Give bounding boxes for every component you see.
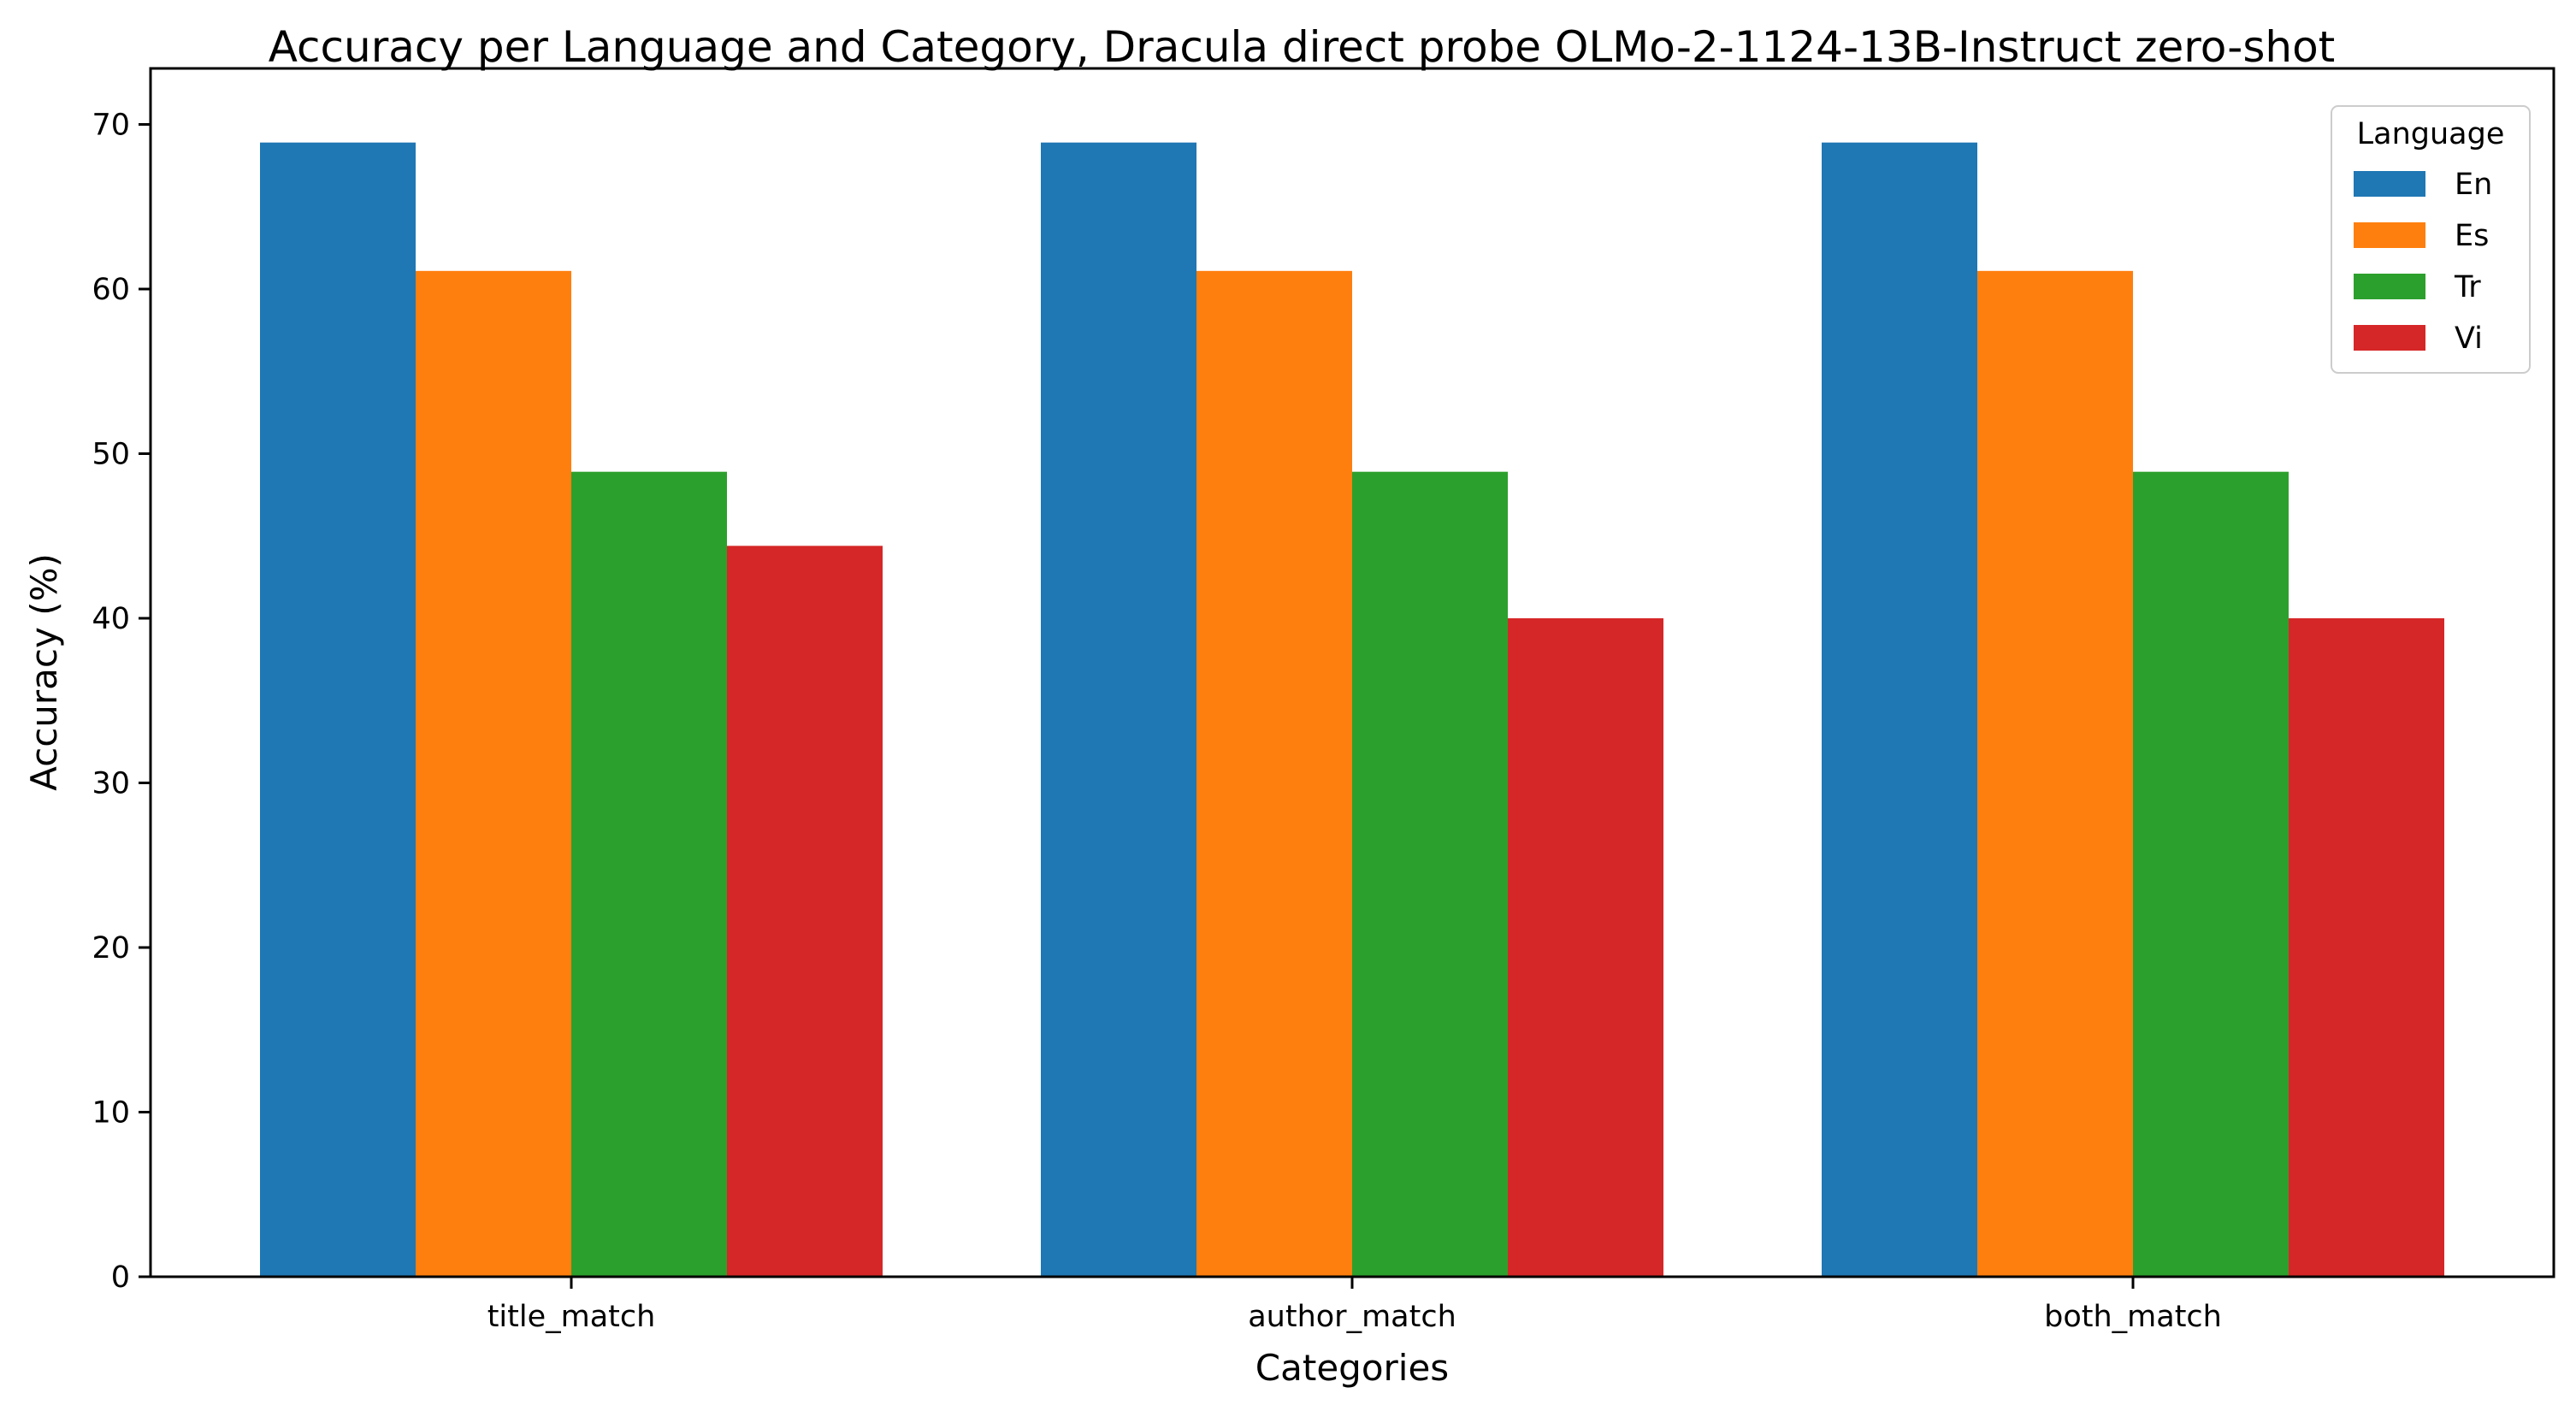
bar-vi-title_match — [727, 546, 883, 1277]
bar-es-both_match — [1977, 270, 2133, 1278]
bar-en-author_match — [1041, 142, 1196, 1277]
x-axis-label: Categories — [1256, 1347, 1449, 1389]
legend-label-es: Es — [2455, 219, 2489, 253]
y-axis-ticks: 0 10 20 30 40 50 60 70 — [92, 109, 151, 1295]
y-tick-label: 20 — [92, 931, 130, 965]
legend-label-en: En — [2455, 168, 2492, 202]
y-tick-label: 50 — [92, 438, 130, 472]
bar-tr-author_match — [1352, 471, 1508, 1277]
y-tick-label: 30 — [92, 767, 130, 801]
y-tick-label: 40 — [92, 602, 130, 636]
y-axis-label: Accuracy (%) — [23, 553, 65, 791]
bar-vi-both_match — [2289, 618, 2444, 1277]
bar-vi-author_match — [1508, 618, 1663, 1277]
x-tick-label: both_match — [2044, 1300, 2222, 1334]
y-tick-label: 10 — [92, 1096, 130, 1131]
bar-tr-both_match — [2133, 471, 2289, 1277]
legend-items: En Es Tr Vi — [2354, 168, 2492, 356]
x-axis-ticks: title_match author_match both_match — [487, 1277, 2222, 1334]
legend-title: Language — [2357, 117, 2505, 151]
legend-swatch-vi — [2354, 325, 2425, 351]
y-tick-label: 0 — [111, 1260, 130, 1295]
legend: Language En Es Tr Vi — [2331, 105, 2531, 374]
y-tick-label: 70 — [92, 109, 130, 143]
legend-swatch-tr — [2354, 274, 2425, 299]
legend-label-tr: Tr — [2454, 270, 2481, 304]
x-tick-label: title_match — [487, 1300, 656, 1334]
bar-en-both_match — [1822, 142, 1977, 1277]
bar-es-title_match — [416, 270, 571, 1278]
y-tick-label: 60 — [92, 273, 130, 307]
legend-swatch-en — [2354, 171, 2425, 197]
bars — [260, 142, 2444, 1278]
legend-swatch-es — [2354, 222, 2425, 248]
bar-tr-title_match — [571, 471, 727, 1277]
bar-es-author_match — [1196, 270, 1352, 1278]
legend-label-vi: Vi — [2455, 322, 2483, 356]
bar-en-title_match — [260, 142, 416, 1277]
chart-title: Accuracy per Language and Category, Drac… — [269, 22, 2336, 72]
x-tick-label: author_match — [1248, 1300, 1456, 1334]
